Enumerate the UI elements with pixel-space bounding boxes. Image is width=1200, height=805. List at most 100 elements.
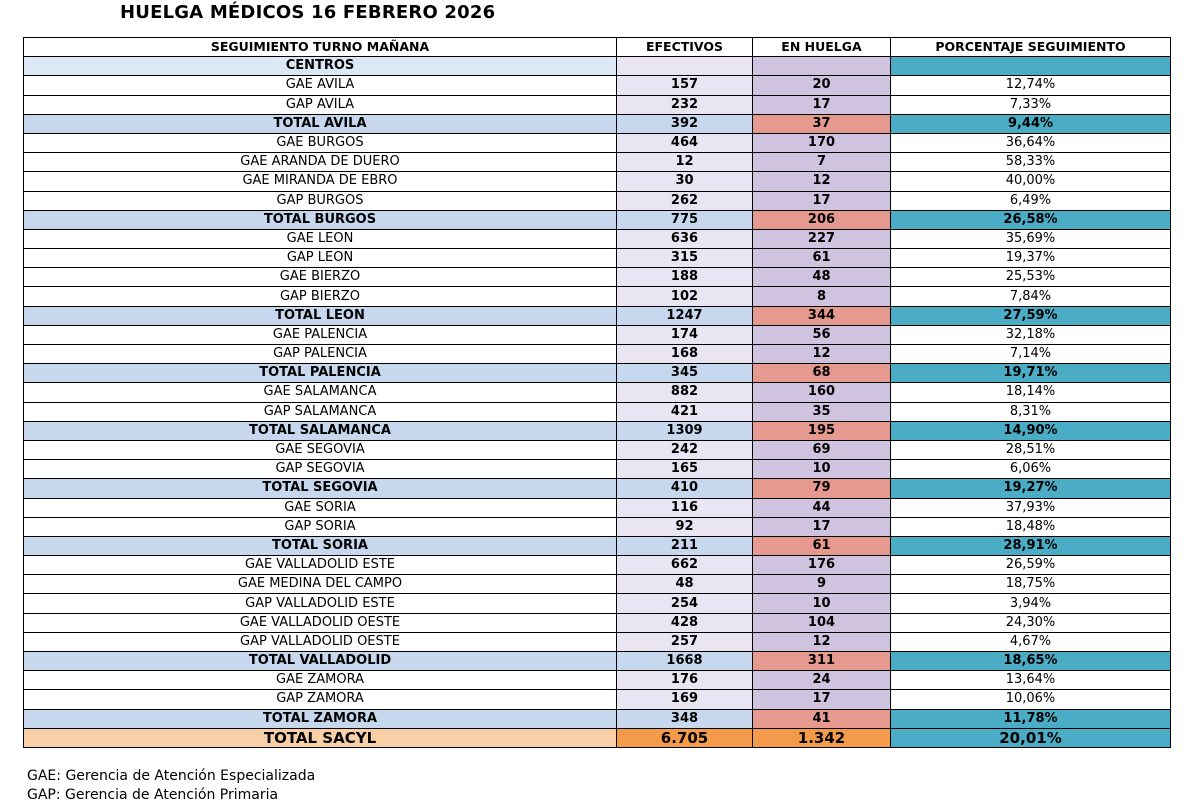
- table-total-row: TOTAL SORIA 211 61 28,91%: [23, 535, 1171, 557]
- cell-efectivos: 1668: [616, 650, 753, 672]
- cell-porcentaje: 36,64%: [890, 132, 1171, 154]
- cell-porcentaje: 26,59%: [890, 555, 1171, 576]
- table-row: GAP BIERZO 102 8 7,84%: [23, 286, 1171, 307]
- footnote-gae: GAE: Gerencia de Atención Especializada: [27, 768, 316, 784]
- cell-en-huelga: 35: [752, 401, 891, 422]
- table-row: GAE ZAMORA 176 24 13,64%: [23, 670, 1171, 691]
- cell-name: TOTAL BURGOS: [23, 209, 617, 230]
- table-row: GAE SEGOVIA 242 69 28,51%: [23, 439, 1171, 461]
- cell-en-huelga: 170: [752, 132, 891, 154]
- cell-porcentaje: 28,91%: [890, 535, 1171, 557]
- cell-efectivos: 157: [616, 75, 753, 96]
- cell-name: TOTAL AVILA: [23, 113, 617, 134]
- cell-porcentaje: 3,94%: [890, 593, 1171, 614]
- cell-efectivos: 1309: [616, 420, 753, 441]
- header-en-huelga: EN HUELGA: [752, 36, 891, 58]
- strike-table: SEGUIMIENTO TURNO MAÑANA EFECTIVOS EN HU…: [23, 36, 1171, 748]
- cell-efectivos: 176: [616, 670, 753, 691]
- table-row: GAP VALLADOLID ESTE 254 10 3,94%: [23, 593, 1171, 614]
- cell-name: GAE ARANDA DE DUERO: [23, 152, 617, 173]
- cell-efectivos: 345: [616, 363, 753, 384]
- cell-efectivos: 169: [616, 689, 753, 710]
- cell-name: GAP SORIA: [23, 516, 617, 537]
- cell-efectivos: 242: [616, 439, 753, 461]
- table-total-row: TOTAL VALLADOLID 1668 311 18,65%: [23, 650, 1171, 672]
- cell-en-huelga: 20: [752, 75, 891, 96]
- cell-efectivos: 662: [616, 555, 753, 576]
- cell-en-huelga: 68: [752, 363, 891, 384]
- cell-name: GAP LEON: [23, 248, 617, 269]
- cell-name: TOTAL ZAMORA: [23, 708, 617, 729]
- cell-en-huelga: 195: [752, 420, 891, 441]
- cell-porcentaje: 58,33%: [890, 152, 1171, 173]
- table-row: GAE BIERZO 188 48 25,53%: [23, 267, 1171, 288]
- cell-en-huelga: 176: [752, 555, 891, 576]
- cell-name: GAP ZAMORA: [23, 689, 617, 710]
- table-row: GAE MEDINA DEL CAMPO 48 9 18,75%: [23, 574, 1171, 595]
- cell-efectivos: 257: [616, 631, 753, 653]
- table-row: GAP VALLADOLID OESTE 257 12 4,67%: [23, 631, 1171, 653]
- table-total-row: TOTAL LEON 1247 344 27,59%: [23, 305, 1171, 326]
- cell-porcentaje: 18,65%: [890, 650, 1171, 672]
- centros-huelga-cell: [752, 56, 891, 77]
- cell-en-huelga: 10: [752, 593, 891, 614]
- cell-efectivos: 775: [616, 209, 753, 230]
- cell-en-huelga: 24: [752, 670, 891, 691]
- table-row: GAP BURGOS 262 17 6,49%: [23, 190, 1171, 211]
- cell-en-huelga: 160: [752, 382, 891, 403]
- cell-en-huelga: 7: [752, 152, 891, 173]
- cell-name: GAE AVILA: [23, 75, 617, 96]
- table-row: GAE VALLADOLID ESTE 662 176 26,59%: [23, 555, 1171, 576]
- table-total-row: TOTAL ZAMORA 348 41 11,78%: [23, 708, 1171, 729]
- cell-efectivos: 636: [616, 228, 753, 250]
- table-row: GAP ZAMORA 169 17 10,06%: [23, 689, 1171, 710]
- table-row: GAE MIRANDA DE EBRO 30 12 40,00%: [23, 171, 1171, 192]
- cell-en-huelga: 8: [752, 286, 891, 307]
- cell-efectivos: 30: [616, 171, 753, 192]
- cell-porcentaje: 37,93%: [890, 497, 1171, 518]
- cell-efectivos: 92: [616, 516, 753, 537]
- cell-name: GAP BIERZO: [23, 286, 617, 307]
- cell-efectivos: 174: [616, 324, 753, 346]
- table-row: GAP LEON 315 61 19,37%: [23, 248, 1171, 269]
- grand-total-cell-porcentaje: 20,01%: [890, 727, 1171, 748]
- cell-porcentaje: 28,51%: [890, 439, 1171, 461]
- cell-efectivos: 165: [616, 459, 753, 480]
- grand-total-cell-en-huelga: 1.342: [752, 727, 891, 748]
- table-total-row: TOTAL AVILA 392 37 9,44%: [23, 113, 1171, 134]
- cell-porcentaje: 19,71%: [890, 363, 1171, 384]
- cell-efectivos: 421: [616, 401, 753, 422]
- cell-porcentaje: 7,84%: [890, 286, 1171, 307]
- table-row: GAE SALAMANCA 882 160 18,14%: [23, 382, 1171, 403]
- table-total-row: TOTAL SEGOVIA 410 79 19,27%: [23, 478, 1171, 499]
- cell-efectivos: 168: [616, 343, 753, 365]
- cell-name: TOTAL SALAMANCA: [23, 420, 617, 441]
- cell-porcentaje: 32,18%: [890, 324, 1171, 346]
- centros-efectivos-cell: [616, 56, 753, 77]
- centros-label: CENTROS: [23, 56, 617, 77]
- cell-porcentaje: 27,59%: [890, 305, 1171, 326]
- cell-name: TOTAL PALENCIA: [23, 363, 617, 384]
- table-row: GAE LEON 636 227 35,69%: [23, 228, 1171, 250]
- cell-name: GAP AVILA: [23, 94, 617, 115]
- cell-porcentaje: 18,14%: [890, 382, 1171, 403]
- cell-name: GAE SEGOVIA: [23, 439, 617, 461]
- cell-name: GAE SALAMANCA: [23, 382, 617, 403]
- page-title: HUELGA MÉDICOS 16 FEBRERO 2026: [120, 2, 496, 23]
- cell-porcentaje: 19,37%: [890, 248, 1171, 269]
- cell-en-huelga: 12: [752, 171, 891, 192]
- cell-en-huelga: 10: [752, 459, 891, 480]
- cell-efectivos: 315: [616, 248, 753, 269]
- cell-en-huelga: 56: [752, 324, 891, 346]
- centros-pct-cell: [890, 56, 1171, 77]
- cell-porcentaje: 18,75%: [890, 574, 1171, 595]
- cell-name: GAE MIRANDA DE EBRO: [23, 171, 617, 192]
- cell-name: GAE BIERZO: [23, 267, 617, 288]
- table-row: GAE BURGOS 464 170 36,64%: [23, 132, 1171, 154]
- cell-name: GAE VALLADOLID OESTE: [23, 612, 617, 633]
- cell-name: GAP VALLADOLID ESTE: [23, 593, 617, 614]
- header-efectivos: EFECTIVOS: [616, 36, 753, 58]
- cell-name: TOTAL SEGOVIA: [23, 478, 617, 499]
- cell-en-huelga: 61: [752, 248, 891, 269]
- cell-porcentaje: 10,06%: [890, 689, 1171, 710]
